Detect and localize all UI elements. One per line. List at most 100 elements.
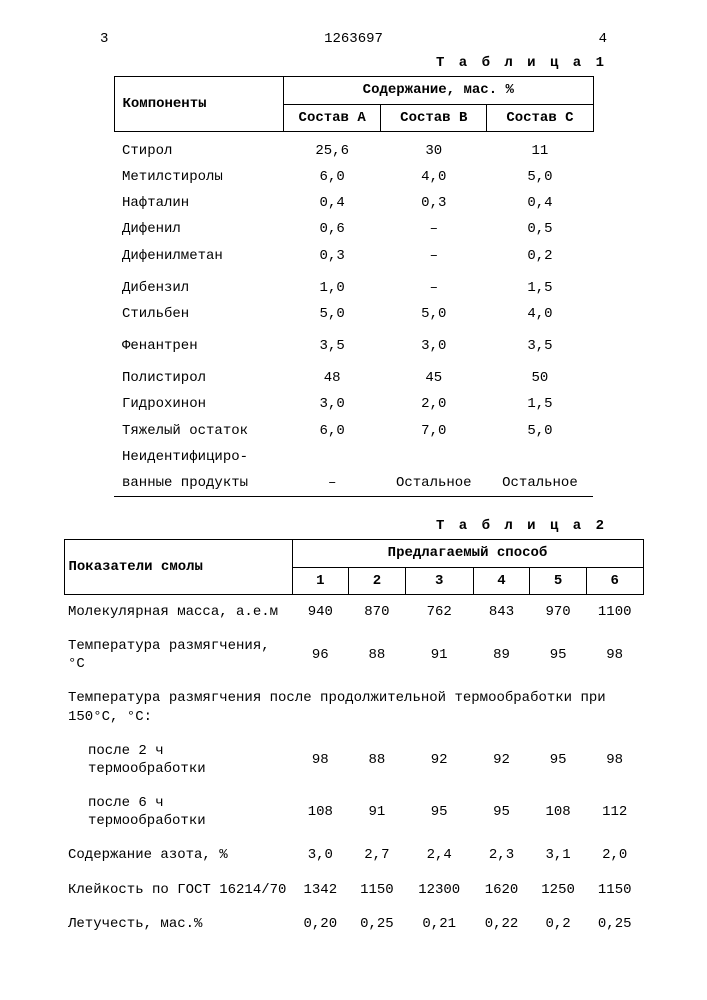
t1-cell: 0,4: [487, 190, 593, 216]
table-row: Стирол25,63011: [114, 131, 593, 164]
t2-cell: 3,0: [292, 838, 349, 872]
t1-cell-name: Дифенил: [114, 216, 284, 242]
t2-cell: 2,4: [405, 838, 473, 872]
t2-col: 1: [292, 567, 349, 594]
t2-cell: 843: [473, 594, 530, 629]
t1-cell-name: Стирол: [114, 131, 284, 164]
t2-cell-name: после 6 ч термообработки: [64, 786, 292, 838]
t1-cell: 3,5: [284, 327, 381, 359]
t2-cell: 2,7: [349, 838, 406, 872]
t1-cell: 0,5: [487, 216, 593, 242]
t2-cell: 91: [405, 629, 473, 681]
t2-cell: 1150: [349, 873, 406, 907]
table-row: Дифенилметан0,3–0,2: [114, 243, 593, 269]
table-row: Летучесть, мас.%0,200,250,210,220,20,25: [64, 907, 643, 941]
t2-cell: 0,21: [405, 907, 473, 941]
table-row: Полистирол484550: [114, 359, 593, 391]
t2-cell: 89: [473, 629, 530, 681]
t1-cell: 5,0: [487, 164, 593, 190]
table-row: Температура размягчения, °С968891899598: [64, 629, 643, 681]
t2-cell: 970: [530, 594, 587, 629]
table-row: Стильбен5,05,04,0: [114, 301, 593, 327]
t2-col: 6: [586, 567, 643, 594]
table-row: ванные продукты–ОстальноеОстальное: [114, 470, 593, 497]
t2-cell: 1620: [473, 873, 530, 907]
t2-cell: 91: [349, 786, 406, 838]
t2-cell: 95: [405, 786, 473, 838]
t1-cell: 0,2: [487, 243, 593, 269]
t2-cell: 95: [473, 786, 530, 838]
t2-cell: 1342: [292, 873, 349, 907]
table-row: после 6 ч термообработки108919595108112: [64, 786, 643, 838]
t1-cell: 0,6: [284, 216, 381, 242]
t2-cell: 3,1: [530, 838, 587, 872]
t2-cell: 88: [349, 734, 406, 786]
t1-cell: 48: [284, 359, 381, 391]
t2-cell: 98: [586, 734, 643, 786]
t1-head-content: Содержание, мас. %: [284, 77, 593, 104]
t2-cell: 95: [530, 629, 587, 681]
t2-cell: 112: [586, 786, 643, 838]
table-row: Клейкость по ГОСТ 16214/7013421150123001…: [64, 873, 643, 907]
t1-cell: 50: [487, 359, 593, 391]
t1-cell-name: Тяжелый остаток: [114, 418, 284, 444]
t2-cell-name: Клейкость по ГОСТ 16214/70: [64, 873, 292, 907]
page-num-left: 3: [100, 30, 108, 48]
t2-cell: 1100: [586, 594, 643, 629]
page-header: 3 1263697 4: [60, 30, 647, 48]
t1-cell: 0,4: [284, 190, 381, 216]
t2-cell-name: Содержание азота, %: [64, 838, 292, 872]
table1: Компоненты Содержание, мас. % Состав А С…: [114, 76, 594, 497]
t1-cell-name: Нафталин: [114, 190, 284, 216]
t1-cell: 3,0: [381, 327, 487, 359]
t1-cell: 30: [381, 131, 487, 164]
t1-cell: –: [284, 470, 381, 497]
table-row: Температура размягчения после продолжите…: [64, 681, 643, 733]
table-row: Нафталин0,40,30,4: [114, 190, 593, 216]
t1-cell: 4,0: [487, 301, 593, 327]
t2-cell: 1250: [530, 873, 587, 907]
t1-cell: 7,0: [381, 418, 487, 444]
t2-cell: 95: [530, 734, 587, 786]
t1-cell: 5,0: [381, 301, 487, 327]
table-row: Дифенил0,6–0,5: [114, 216, 593, 242]
t2-cell: 1150: [586, 873, 643, 907]
t1-cell: 11: [487, 131, 593, 164]
t1-cell: 6,0: [284, 164, 381, 190]
t1-cell-name: Метилстиролы: [114, 164, 284, 190]
t2-col: 4: [473, 567, 530, 594]
t2-cell-name: после 2 ч термообработки: [64, 734, 292, 786]
t2-cell-name: Молекулярная масса, а.е.м: [64, 594, 292, 629]
t1-cell-name: Неидентифициро-: [114, 444, 284, 470]
t2-cell: 88: [349, 629, 406, 681]
t1-cell-name: Гидрохинон: [114, 391, 284, 417]
t1-cell: 1,5: [487, 391, 593, 417]
table-row: Метилстиролы6,04,05,0: [114, 164, 593, 190]
t1-cell: 6,0: [284, 418, 381, 444]
doc-number: 1263697: [324, 30, 383, 48]
t2-cell: 108: [292, 786, 349, 838]
t1-cell: 3,0: [284, 391, 381, 417]
t1-col-b: Состав В: [381, 104, 487, 131]
t2-cell: 96: [292, 629, 349, 681]
table-row: Дибензил1,0–1,5: [114, 269, 593, 301]
t2-cell: 0,20: [292, 907, 349, 941]
t2-cell-name: Летучесть, мас.%: [64, 907, 292, 941]
t1-col-a: Состав А: [284, 104, 381, 131]
t1-cell: 5,0: [284, 301, 381, 327]
t1-cell: Остальное: [487, 470, 593, 497]
t2-cell: 12300: [405, 873, 473, 907]
table-row: Содержание азота, %3,02,72,42,33,12,0: [64, 838, 643, 872]
table1-label: Т а б л и ц а 1: [60, 54, 607, 72]
table2: Показатели смолы Предлагаемый способ 123…: [64, 539, 644, 941]
t2-cell: 940: [292, 594, 349, 629]
t2-cell: 108: [530, 786, 587, 838]
t2-cell: 98: [292, 734, 349, 786]
t1-cell: 5,0: [487, 418, 593, 444]
t1-cell-name: Дибензил: [114, 269, 284, 301]
t1-cell-name: Стильбен: [114, 301, 284, 327]
t2-cell: 92: [405, 734, 473, 786]
table-row: Молекулярная масса, а.е.м940870762843970…: [64, 594, 643, 629]
t2-cell: 0,22: [473, 907, 530, 941]
t2-head-param: Показатели смолы: [64, 540, 292, 594]
